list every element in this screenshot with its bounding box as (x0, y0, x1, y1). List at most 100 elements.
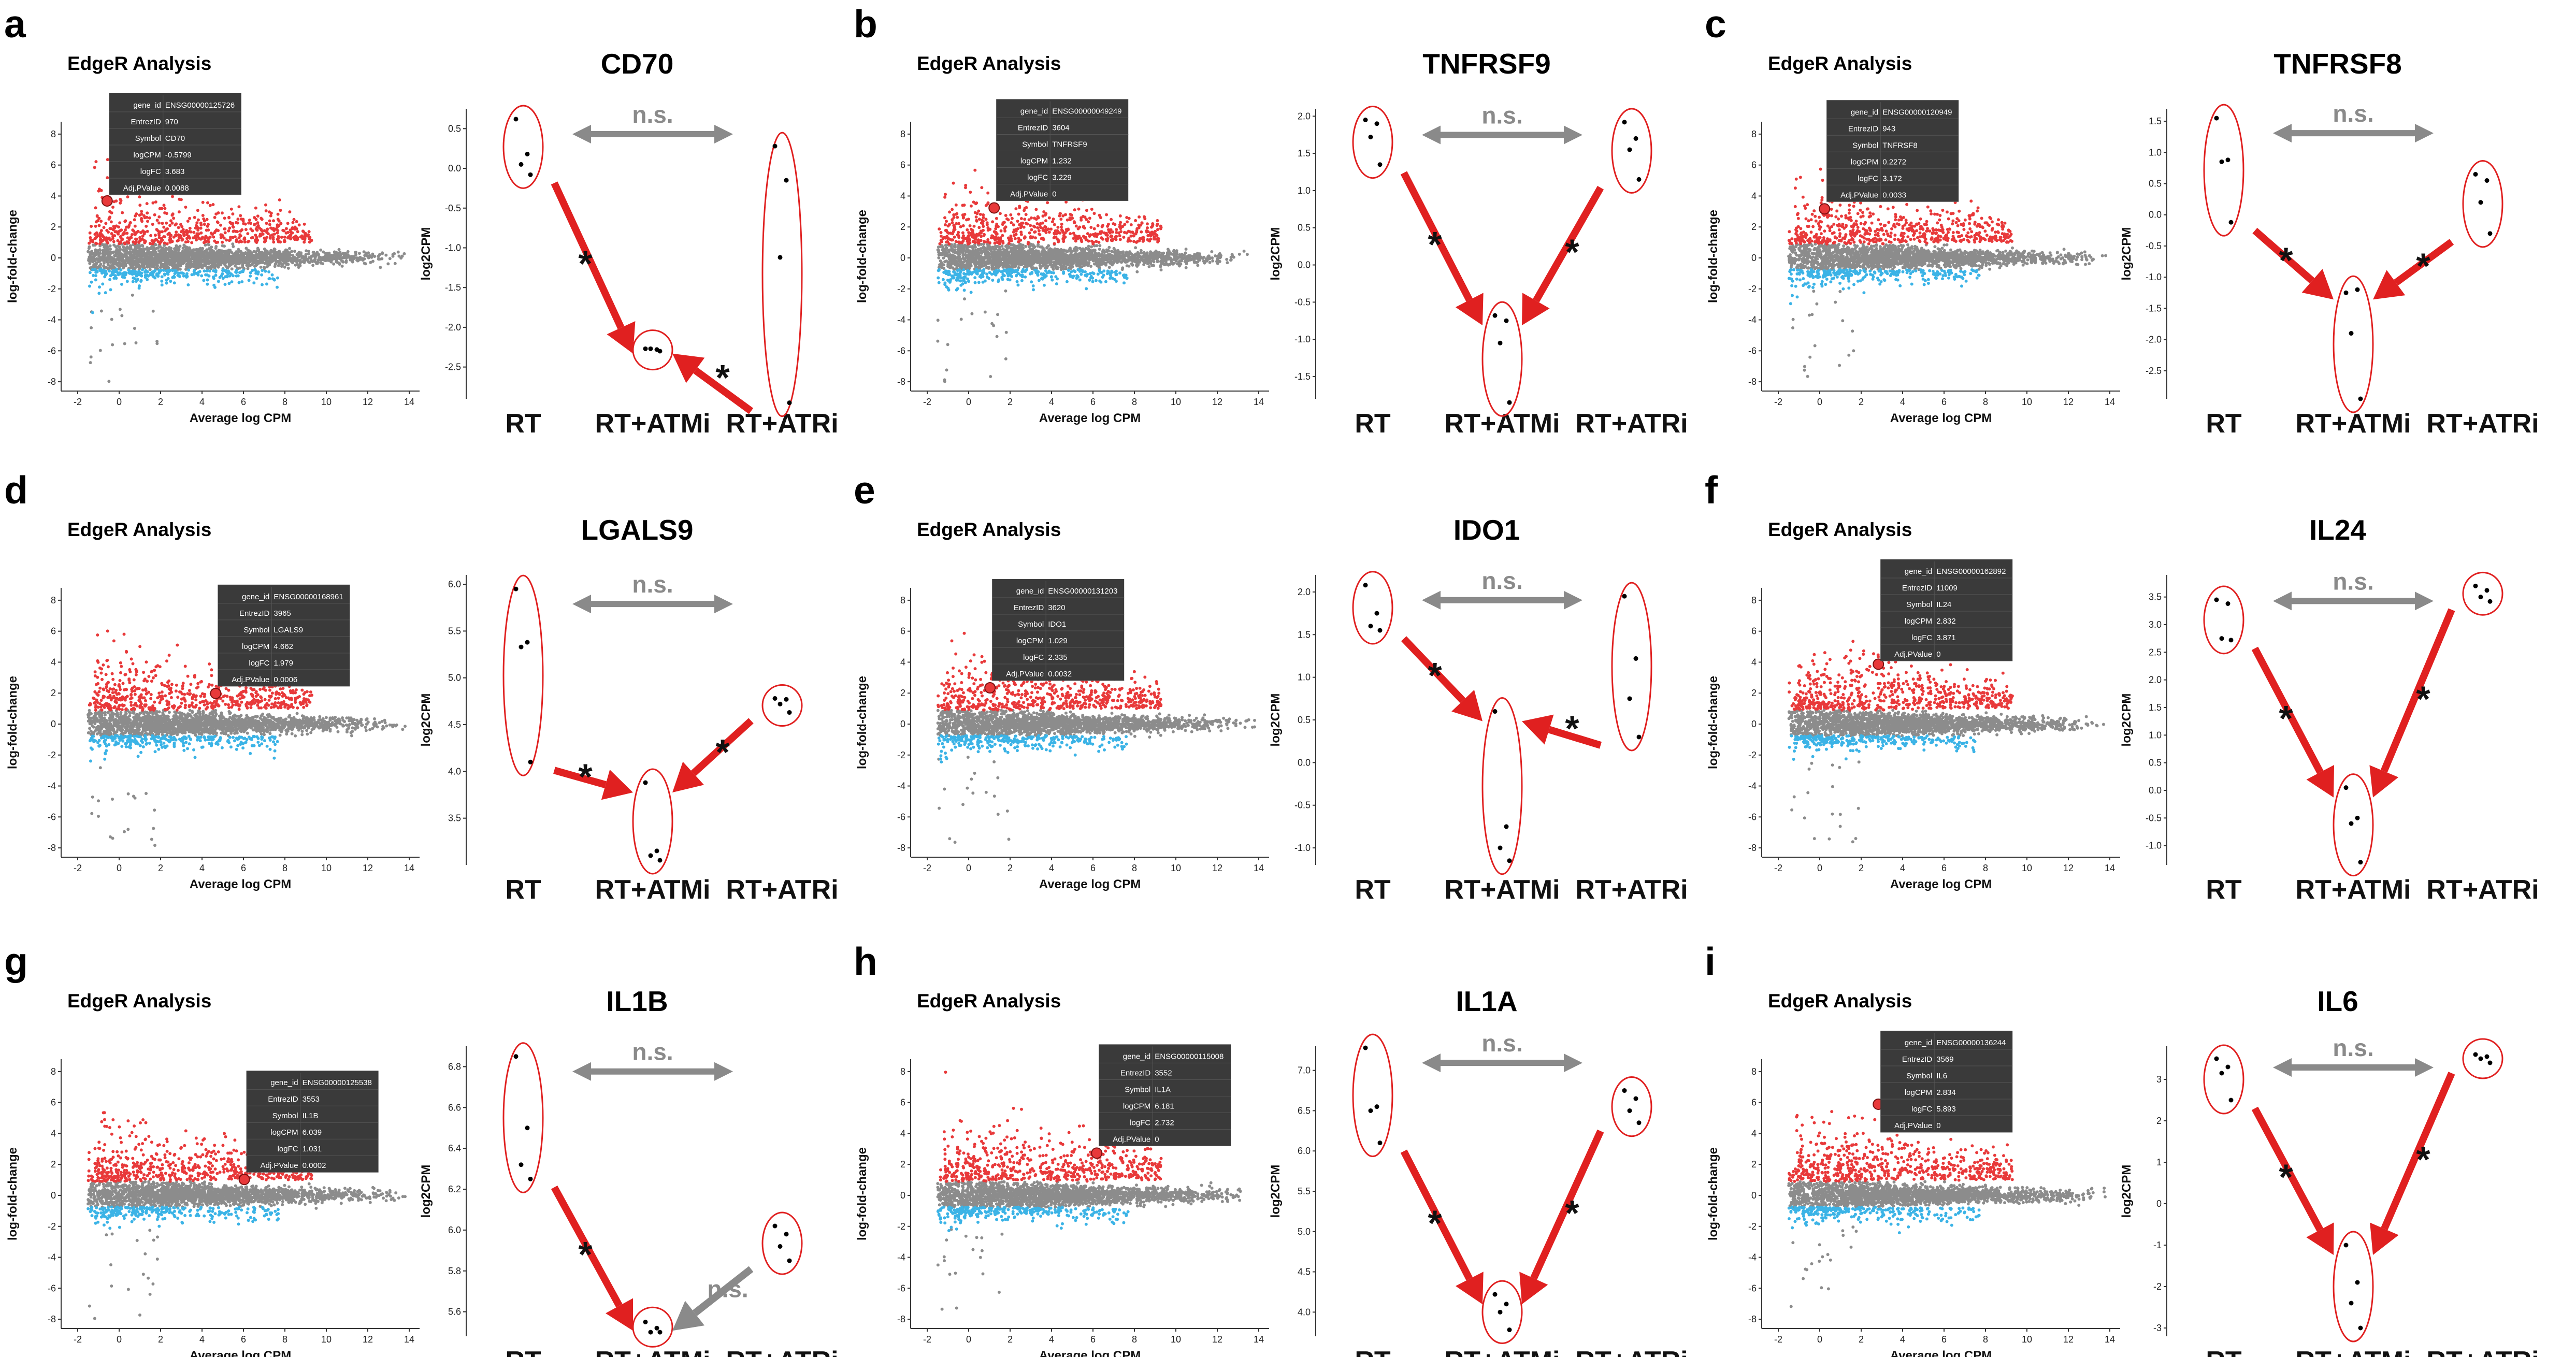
expr-y-tick-label: 4.5 (448, 719, 461, 730)
group-label: RT+ATMi (595, 1346, 711, 1357)
ma-x-tick-label: 10 (1171, 863, 1181, 873)
group-label: RT+ATRi (2426, 1346, 2539, 1357)
ma-x-tick-label: 12 (1212, 397, 1222, 407)
tooltip-value: TNFRSF8 (1882, 141, 1918, 150)
expr-y-tick-label: 1.0 (1298, 185, 1311, 196)
ma-x-tick-label: 0 (117, 1334, 122, 1345)
ma-y-tick-label: -8 (1748, 1314, 1757, 1324)
tooltip-value: 6.039 (303, 1128, 322, 1137)
ma-y-tick-label: -2 (1748, 750, 1757, 760)
data-point (1377, 628, 1383, 633)
expression-plot: CD70 0.5 0.0 -0.5 -1.0 -1.5 -2.0 -2.5 log2CPM RT R… (419, 48, 839, 439)
left-arrow-head (1455, 1272, 1484, 1305)
tooltip-box (109, 93, 241, 195)
ma-x-tick-label: 4 (199, 397, 205, 407)
data-point (2343, 1243, 2349, 1248)
group-label: RT+ATRi (1575, 875, 1688, 905)
ma-y-tick-label: 0 (51, 1190, 56, 1201)
data-point (2228, 1098, 2234, 1103)
ma-x-tick-label: 10 (1171, 397, 1181, 407)
expr-y-tick-label: -1.0 (2146, 272, 2162, 282)
group-label: RT+ATRi (726, 875, 838, 905)
top-ns-arrow: n.s. (572, 1038, 733, 1081)
tooltip-value: 3552 (1155, 1069, 1172, 1077)
ns-head-left (2273, 591, 2292, 611)
ma-y-tick-label: 4 (51, 1128, 56, 1138)
data-point (1492, 1292, 1498, 1297)
expr-y-tick-label: 6.2 (448, 1184, 461, 1194)
left-sig-label: * (2279, 698, 2293, 739)
group-ellipse (761, 684, 803, 727)
gene-title: TNFRSF9 (1422, 48, 1551, 80)
tooltip-key: logCPM (242, 642, 269, 651)
ma-y-tick-label: -4 (1748, 781, 1757, 791)
ma-plot: 8 6 4 2 0 -2 -4 -6 -8 -2 0 2 4 6 8 10 12 14 Average log CP… (1706, 100, 2120, 425)
data-point (1377, 1141, 1383, 1146)
group-label: RT (2206, 875, 2242, 905)
top-ns-arrow: n.s. (1422, 1030, 1582, 1073)
data-point (2484, 1054, 2489, 1059)
tooltip-key: Symbol (1852, 141, 1878, 150)
data-point (1374, 1104, 1379, 1109)
ma-x-tick-label: 10 (1171, 1334, 1181, 1345)
group-ellipse (502, 105, 544, 189)
ma-y-tick-label: -2 (897, 284, 905, 294)
gene-title: IDO1 (1454, 514, 1520, 546)
tooltip-value: ENSG00000136244 (1936, 1038, 2006, 1047)
tooltip-key: Adj.PValue (1894, 1121, 1932, 1130)
tooltip-key: gene_id (1016, 587, 1044, 596)
ma-down-points (1787, 1205, 1981, 1235)
expr-y-tick-label: 0.0 (1298, 260, 1311, 270)
tooltip-box (218, 584, 350, 686)
group-ellipse (502, 574, 544, 776)
tooltip-value: ENSG00000168961 (274, 593, 343, 601)
ma-x-tick-label: 8 (282, 397, 287, 407)
ma-x-tick-label: 0 (1817, 397, 1822, 407)
left-arrow-head (2306, 764, 2335, 798)
data-point (1633, 136, 1638, 141)
ma-y-tick-label: -8 (897, 377, 905, 387)
tooltip-key: EntrezID (1848, 124, 1879, 133)
panel-letter: g (4, 940, 28, 983)
right-sig-label: n.s. (707, 1276, 748, 1303)
ma-x-tick-label: 2 (158, 397, 163, 407)
expr-ylabel: log2CPM (1269, 1165, 1283, 1218)
ma-points (936, 1071, 1242, 1311)
edger-title: EdgeR Analysis (1768, 990, 1912, 1012)
data-point (1507, 858, 1512, 863)
ma-points (1787, 640, 2105, 844)
data-point (643, 1319, 648, 1324)
ma-y-tick-label: -6 (1748, 1283, 1757, 1293)
ma-x-tick-label: 0 (1817, 863, 1822, 873)
right-arrow-head (1522, 293, 1550, 326)
tooltip-value: 0.2272 (1882, 157, 1906, 166)
ns-head-right (2415, 591, 2434, 611)
data-point (654, 1325, 659, 1331)
ma-x-tick-label: 12 (363, 863, 373, 873)
data-point (519, 1162, 524, 1167)
tooltip-key: EntrezID (1902, 584, 1933, 593)
group-label: RT+ATRi (726, 409, 838, 439)
data-point (2228, 220, 2234, 225)
ma-y-tick-label: 0 (900, 1190, 905, 1201)
ma-x-tick-label: 10 (2022, 1334, 2032, 1345)
expr-y-tick-label: 0.5 (1298, 223, 1311, 233)
left-sig-label: * (578, 1234, 593, 1275)
data-point (525, 151, 530, 156)
tooltip-value: ENSG00000049249 (1052, 107, 1121, 116)
tooltip-value: 3.229 (1052, 173, 1072, 182)
ns-head-right (714, 595, 733, 614)
tooltip-value: IL1A (1155, 1085, 1171, 1094)
tooltip-value: -0.5799 (165, 151, 192, 160)
ma-highlight-point (984, 682, 996, 694)
left-sig-label: * (1428, 224, 1442, 265)
panel-letter: h (854, 940, 877, 983)
tooltip-value: 1.979 (274, 659, 293, 668)
group-label: RT (2206, 409, 2242, 439)
ma-x-tick-label: 14 (1254, 863, 1264, 873)
panel-letter: f (1705, 468, 1718, 512)
expression-plot: IL6 3 2 1 0 -1 -2 -3 log2CPM RT RT+ATMi RT+ATRi n.s.… (2120, 985, 2539, 1357)
panel-letter: c (1705, 2, 1726, 46)
ma-x-tick-label: -2 (923, 1334, 931, 1345)
